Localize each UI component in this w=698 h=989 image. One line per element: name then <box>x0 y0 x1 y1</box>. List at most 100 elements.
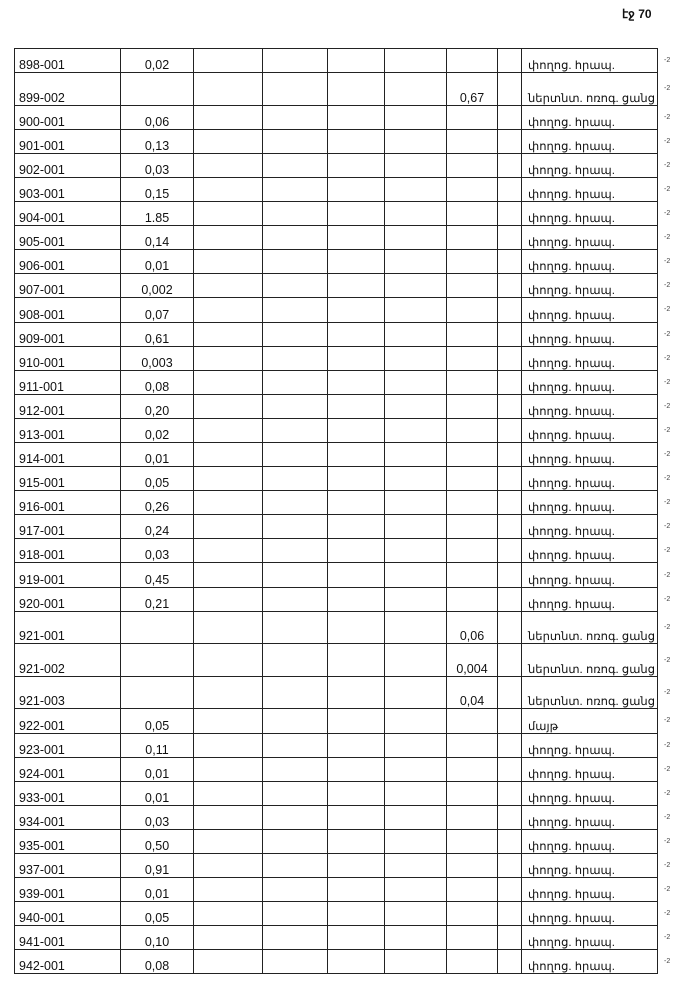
row-mark: -2 <box>664 547 671 555</box>
table-row: 903-001 0,15 փողոց. հրապ. -2 <box>14 176 688 203</box>
empty-cell <box>327 273 385 299</box>
empty-cell <box>193 877 263 903</box>
table-row: 935-001 0,50 փողոց. հրապ. -2 <box>14 828 688 855</box>
empty-cell <box>384 643 447 677</box>
empty-cell <box>497 176 522 203</box>
empty-cell <box>497 273 522 299</box>
land-use-type: փողոց. հրապ. <box>521 562 658 588</box>
parcel-code: 909-001 <box>14 321 121 347</box>
irrigation-area-value <box>446 225 498 251</box>
parcel-code: 903-001 <box>14 176 121 203</box>
empty-cell <box>497 321 522 347</box>
empty-cell <box>384 610 447 645</box>
empty-cell <box>384 249 447 275</box>
land-use-type: փողոց. հրապ. <box>521 249 658 275</box>
table-row: 910-001 0,003 փողոց. հրապ. -2 <box>14 345 688 371</box>
row-mark: -2 <box>664 210 671 218</box>
land-parcel-table: 898-001 0,02 փողոց. հրապ. -2 899-002 0,67 ներտ… <box>14 47 688 975</box>
table-row: 906-001 0,01 փողոց. հրապ. -2 <box>14 249 688 275</box>
irrigation-area-value <box>446 201 498 227</box>
irrigation-area-value <box>446 393 498 419</box>
land-use-type: փողոց. հրապ. <box>521 732 658 758</box>
empty-cell <box>262 201 328 227</box>
area-value: 0,13 <box>120 128 194 154</box>
land-use-type: ներտնտ. ոռոգ. ցանց <box>521 72 658 106</box>
area-value: 0,05 <box>120 466 194 492</box>
empty-cell <box>262 708 328 734</box>
parcel-code: 937-001 <box>14 852 121 879</box>
irrigation-area-value <box>446 780 498 806</box>
empty-cell <box>327 466 385 492</box>
parcel-code: 924-001 <box>14 756 121 782</box>
land-use-type: փողոց. հրապ. <box>521 514 658 540</box>
irrigation-area-value: 0,04 <box>446 675 498 710</box>
table-row: 898-001 0,02 փողոց. հրապ. -2 <box>14 47 688 74</box>
irrigation-area-value <box>446 104 498 130</box>
irrigation-area-value <box>446 877 498 903</box>
table-row: 933-001 0,01 փողոց. հրապ. -2 <box>14 780 688 806</box>
empty-cell <box>262 393 328 419</box>
land-use-type: փողոց. հրապ. <box>521 586 658 612</box>
empty-cell <box>497 562 522 588</box>
land-use-type: փողոց. հրապ. <box>521 804 658 830</box>
table-row: 915-001 0,05 փողոց. հրապ. -2 <box>14 466 688 492</box>
empty-cell <box>497 345 522 371</box>
irrigation-area-value: 0,004 <box>446 643 498 677</box>
land-use-type: փողոց. հրապ. <box>521 466 658 492</box>
empty-cell <box>497 104 522 130</box>
row-mark: -2 <box>664 656 671 664</box>
row-mark: -2 <box>664 354 671 362</box>
area-value: 0,08 <box>120 949 194 975</box>
empty-cell <box>497 925 522 951</box>
area-value: 0,03 <box>120 538 194 564</box>
empty-cell <box>327 675 385 710</box>
empty-cell <box>497 538 522 564</box>
irrigation-area-value <box>446 804 498 830</box>
empty-cell <box>384 201 447 227</box>
empty-cell <box>262 586 328 612</box>
empty-cell <box>384 708 447 734</box>
empty-cell <box>193 152 263 178</box>
row-mark: -2 <box>664 813 671 821</box>
table-row: 922-001 0,05 մայթ -2 <box>14 708 688 734</box>
empty-cell <box>262 249 328 275</box>
irrigation-area-value <box>446 828 498 855</box>
empty-cell <box>327 708 385 734</box>
empty-cell <box>262 732 328 758</box>
land-use-type: ներտնտ. ոռոգ. ցանց <box>521 610 658 645</box>
empty-cell <box>384 828 447 855</box>
empty-cell <box>262 756 328 782</box>
land-use-type: փողոց. հրապ. <box>521 152 658 178</box>
empty-cell <box>193 828 263 855</box>
parcel-code: 939-001 <box>14 877 121 903</box>
area-value <box>120 643 194 677</box>
empty-cell <box>327 949 385 975</box>
empty-cell <box>497 732 522 758</box>
empty-cell <box>193 804 263 830</box>
parcel-code: 916-001 <box>14 490 121 516</box>
empty-cell <box>327 586 385 612</box>
land-use-type: փողոց. հրապ. <box>521 297 658 323</box>
land-use-type: փողոց. հրապ. <box>521 345 658 371</box>
empty-cell <box>384 490 447 516</box>
empty-cell <box>497 152 522 178</box>
empty-cell <box>384 225 447 251</box>
empty-cell <box>497 828 522 855</box>
empty-cell <box>384 321 447 347</box>
irrigation-area-value <box>446 152 498 178</box>
empty-cell <box>327 441 385 468</box>
empty-cell <box>193 72 263 106</box>
empty-cell <box>497 586 522 612</box>
parcel-code: 907-001 <box>14 273 121 299</box>
parcel-code: 912-001 <box>14 393 121 419</box>
empty-cell <box>327 369 385 395</box>
empty-cell <box>384 925 447 951</box>
row-mark: -2 <box>664 402 671 410</box>
row-mark: -2 <box>664 186 671 194</box>
land-use-type: փողոց. հրապ. <box>521 538 658 564</box>
empty-cell <box>327 514 385 540</box>
empty-cell <box>262 47 328 74</box>
empty-cell <box>193 393 263 419</box>
irrigation-area-value <box>446 586 498 612</box>
empty-cell <box>193 643 263 677</box>
